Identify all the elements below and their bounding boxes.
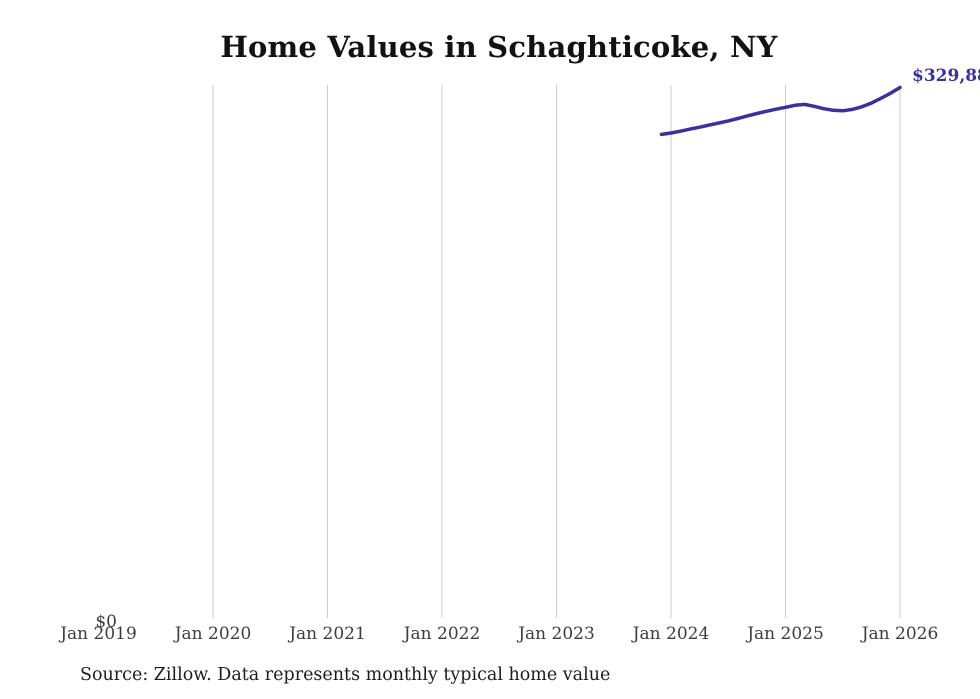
chart-title: Home Values in Schaghticoke, NY	[220, 30, 778, 64]
x-axis-tick-label: Jan 2023	[518, 624, 595, 644]
source-note: Source: Zillow. Data represents monthly …	[80, 665, 611, 685]
x-axis-tick-label: Jan 2020	[174, 624, 252, 644]
latest-value-label: $329,888	[912, 66, 980, 86]
x-axis-tick-label: Jan 2025	[747, 624, 824, 644]
gridlines-group	[212, 85, 901, 618]
x-axis-tick-label: Jan 2019	[60, 624, 137, 644]
home-value-line-series	[659, 85, 902, 137]
y-axis-zero-label: $0	[95, 612, 117, 632]
x-axis-tick-label: Jan 2021	[289, 624, 366, 644]
x-axis-tick-label: Jan 2022	[403, 624, 481, 644]
x-axis-tick-label: Jan 2024	[632, 624, 710, 644]
x-axis-tick-label: Jan 2026	[861, 624, 939, 644]
